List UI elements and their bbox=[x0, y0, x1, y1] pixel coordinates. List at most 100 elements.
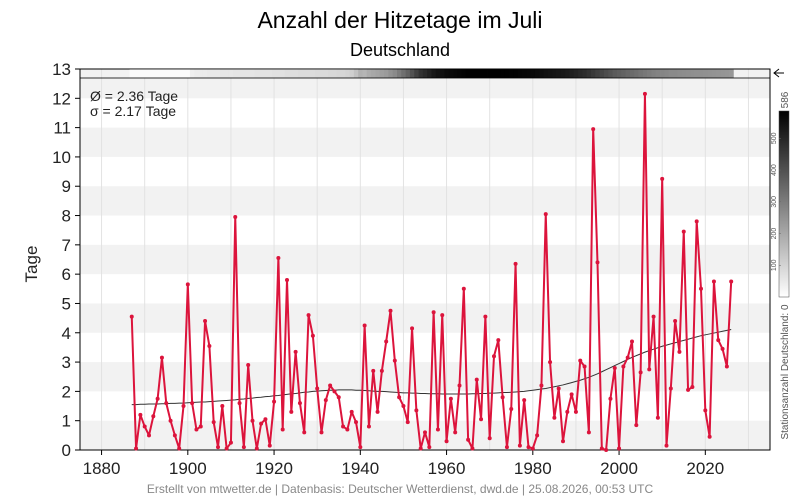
data-point-1973 bbox=[500, 395, 505, 400]
station-cell-1991 bbox=[578, 69, 583, 78]
station-cell-1948 bbox=[392, 69, 398, 78]
data-point-1906 bbox=[211, 420, 216, 425]
station-cell-2023 bbox=[716, 69, 721, 78]
station-cell-1889 bbox=[138, 69, 143, 78]
station-count-strip bbox=[129, 69, 734, 78]
station-cell-1982 bbox=[539, 69, 544, 78]
station-cell-1961 bbox=[448, 69, 454, 78]
data-point-1896 bbox=[168, 418, 173, 423]
data-point-1905 bbox=[207, 343, 212, 348]
data-point-1898 bbox=[177, 446, 182, 451]
xtick-label-1980: 1980 bbox=[514, 459, 552, 478]
data-point-2007 bbox=[647, 367, 652, 372]
station-cell-1923 bbox=[284, 69, 290, 78]
station-cell-1997 bbox=[603, 69, 609, 78]
colorbar-max-label: 586 bbox=[780, 91, 791, 108]
station-cell-1926 bbox=[297, 69, 303, 78]
station-cell-1994 bbox=[591, 69, 596, 78]
data-point-1909 bbox=[224, 446, 229, 451]
vertical-gridlines bbox=[101, 69, 749, 450]
xtick-label-2000: 2000 bbox=[600, 459, 638, 478]
station-cell-1944 bbox=[375, 69, 381, 78]
station-cell-1915 bbox=[250, 69, 256, 78]
data-point-1990 bbox=[573, 409, 578, 414]
station-cell-1999 bbox=[612, 69, 618, 78]
station-cell-1979 bbox=[526, 69, 532, 78]
station-cell-1962 bbox=[453, 69, 458, 78]
data-point-1916 bbox=[254, 446, 259, 451]
station-cell-1928 bbox=[306, 69, 312, 78]
station-cell-2024 bbox=[720, 69, 726, 78]
colorbar-label: Stationsanzahl Deutschland: 0 bbox=[780, 304, 791, 440]
station-cell-2012 bbox=[668, 69, 674, 78]
station-cell-1925 bbox=[293, 69, 299, 78]
data-point-1954 bbox=[418, 446, 423, 451]
station-cell-1899 bbox=[181, 69, 187, 78]
data-point-1912 bbox=[237, 401, 242, 406]
station-cell-2007 bbox=[647, 69, 652, 78]
data-point-1977 bbox=[517, 443, 522, 448]
data-point-1897 bbox=[172, 433, 177, 438]
xtick-label-2020: 2020 bbox=[686, 459, 724, 478]
data-point-1989 bbox=[569, 392, 574, 397]
data-point-1966 bbox=[470, 446, 475, 451]
station-cell-1976 bbox=[513, 69, 519, 78]
data-point-1935 bbox=[336, 395, 341, 400]
station-cell-2009 bbox=[655, 69, 661, 78]
ytick-label-9: 9 bbox=[62, 177, 71, 196]
station-cell-1907 bbox=[215, 69, 221, 78]
data-point-1930 bbox=[315, 386, 320, 391]
ytick-label-5: 5 bbox=[62, 294, 71, 313]
data-point-1983 bbox=[543, 212, 548, 217]
data-point-1972 bbox=[496, 338, 501, 343]
station-cell-1972 bbox=[496, 69, 501, 78]
station-cell-1938 bbox=[349, 69, 355, 78]
station-cell-1947 bbox=[388, 69, 394, 78]
data-point-1891 bbox=[147, 433, 151, 438]
station-cell-1959 bbox=[440, 69, 445, 78]
station-cell-1967 bbox=[474, 69, 480, 78]
station-cell-1971 bbox=[491, 69, 497, 78]
data-point-1936 bbox=[341, 424, 346, 429]
data-point-2012 bbox=[668, 386, 673, 391]
station-cell-1894 bbox=[159, 69, 165, 78]
ytick-label-11: 11 bbox=[53, 119, 71, 138]
station-cell-1937 bbox=[345, 69, 350, 78]
station-cell-1964 bbox=[461, 69, 467, 78]
station-cell-1942 bbox=[366, 69, 372, 78]
station-cell-1896 bbox=[168, 69, 174, 78]
stats-sigma: σ = 2.17 Tage bbox=[90, 103, 176, 119]
colorbar-ticks: 100 200 300 400 500 bbox=[771, 132, 781, 271]
data-point-1943 bbox=[371, 368, 376, 373]
data-point-1993 bbox=[586, 430, 591, 435]
station-cell-1912 bbox=[237, 69, 243, 78]
station-cell-1980 bbox=[530, 69, 536, 78]
station-cell-1945 bbox=[379, 69, 385, 78]
ytick-label-0: 0 bbox=[62, 441, 71, 460]
station-cell-2016 bbox=[685, 69, 691, 78]
station-cell-1993 bbox=[586, 69, 592, 78]
station-cell-1966 bbox=[470, 69, 475, 78]
station-cell-1908 bbox=[220, 69, 225, 78]
data-point-1939 bbox=[354, 420, 358, 425]
credit-line: Erstellt von mtwetter.de | Datenbasis: D… bbox=[147, 482, 654, 496]
station-cell-1887 bbox=[129, 69, 135, 78]
data-point-2018 bbox=[694, 219, 699, 224]
data-point-1919 bbox=[267, 443, 272, 448]
data-point-1907 bbox=[216, 445, 220, 450]
xtick-label-1940: 1940 bbox=[341, 459, 379, 478]
data-point-1945 bbox=[379, 368, 384, 373]
data-point-1908 bbox=[220, 404, 225, 409]
data-point-2002 bbox=[625, 355, 630, 360]
band-10 bbox=[80, 127, 770, 157]
data-point-1961 bbox=[448, 396, 453, 401]
data-point-2023 bbox=[716, 338, 721, 343]
station-cell-1911 bbox=[233, 69, 238, 78]
data-point-1929 bbox=[310, 333, 315, 338]
station-cell-1913 bbox=[241, 69, 247, 78]
data-point-2001 bbox=[621, 364, 626, 369]
data-point-2009 bbox=[655, 415, 660, 420]
station-cell-2010 bbox=[660, 69, 665, 78]
data-point-1960 bbox=[444, 439, 449, 444]
ytick-label-2: 2 bbox=[62, 382, 71, 401]
